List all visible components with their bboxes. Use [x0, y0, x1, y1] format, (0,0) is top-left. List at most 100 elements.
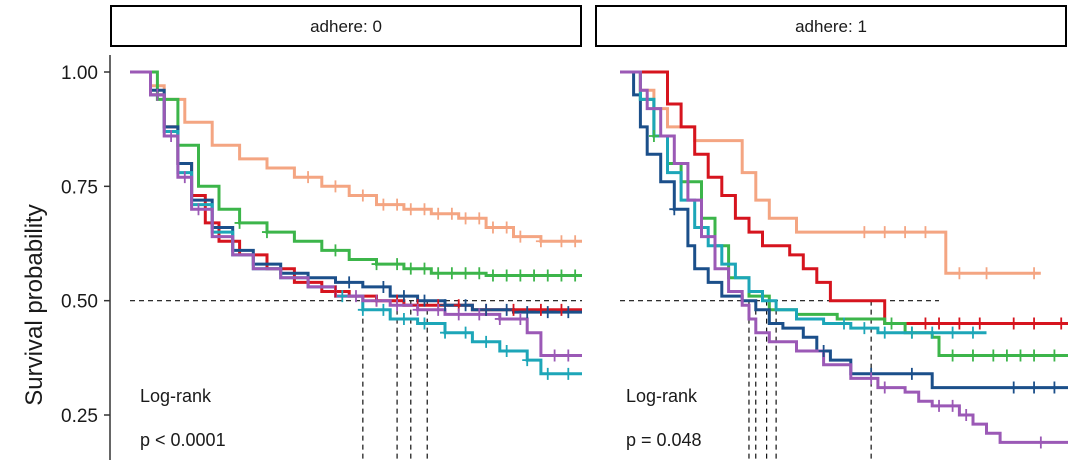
censor-mark: [474, 212, 485, 225]
y-axis: Survival probability 1.00 0.75 0.50 0.25: [21, 55, 111, 460]
censor-mark: [487, 269, 498, 282]
censor-marks: [648, 130, 1067, 449]
censor-mark: [440, 299, 451, 312]
y-tick-label: 1.00: [61, 63, 98, 84]
censor-mark: [460, 299, 471, 312]
censor-mark: [879, 226, 890, 239]
censor-mark: [501, 344, 512, 357]
censor-mark: [494, 312, 505, 325]
logrank-label: Log-rank: [140, 386, 212, 406]
censor-mark: [1008, 381, 1019, 394]
censor-mark: [886, 317, 897, 330]
censor-mark: [988, 349, 999, 362]
censor-mark: [446, 267, 457, 280]
censor-mark: [440, 326, 451, 339]
censor-mark: [351, 290, 361, 303]
survival-curves: [620, 70, 1068, 444]
censor-mark: [303, 171, 314, 184]
censor-mark: [474, 308, 485, 321]
censor-mark: [371, 258, 382, 271]
censor-mark: [419, 262, 430, 275]
strip-label: adhere: 0: [310, 17, 382, 36]
survival-curve: [130, 70, 582, 376]
censor-mark: [1049, 381, 1060, 394]
censor-mark: [460, 267, 471, 280]
censor-mark: [193, 203, 204, 216]
censor-mark: [954, 267, 965, 280]
censor-mark: [556, 303, 567, 316]
censor-mark: [453, 308, 464, 321]
censor-mark: [974, 317, 985, 330]
censor-mark: [927, 326, 938, 339]
censor-mark: [337, 290, 348, 303]
censor-mark: [542, 306, 553, 319]
censor-mark: [398, 290, 409, 303]
censor-mark: [570, 269, 581, 282]
censor-mark: [549, 349, 560, 362]
censor-mark: [392, 258, 403, 271]
censor-mark: [412, 303, 423, 316]
censor-mark: [371, 294, 382, 307]
p-value-label: p = 0.048: [626, 430, 702, 450]
censor-mark: [515, 269, 526, 282]
censor-mark: [330, 244, 341, 257]
survival-curve: [620, 70, 1041, 275]
censor-mark: [433, 303, 444, 316]
censor-mark: [818, 344, 829, 357]
censor-mark: [515, 230, 526, 243]
censor-mark: [934, 317, 945, 330]
censor-mark: [859, 322, 870, 335]
y-tick-label: 0.25: [61, 406, 98, 427]
censor-mark: [563, 349, 574, 362]
censor-mark: [879, 381, 890, 394]
censor-mark: [535, 235, 546, 248]
censor-mark: [967, 349, 978, 362]
p-value-label: p < 0.0001: [140, 430, 226, 450]
censor-mark: [152, 88, 163, 101]
censor-mark: [522, 306, 533, 319]
censor-mark: [947, 399, 958, 412]
censor-mark: [542, 269, 553, 282]
censor-mark: [669, 203, 680, 216]
censor-mark: [961, 409, 972, 421]
strip-box: [110, 5, 582, 47]
censor-mark: [433, 207, 444, 220]
censor-mark: [398, 312, 409, 325]
censor-mark: [515, 312, 526, 325]
censor-mark: [501, 303, 512, 316]
censor-mark: [501, 221, 512, 234]
censor-mark: [529, 269, 540, 282]
censor-mark: [261, 226, 272, 239]
censor-mark: [1001, 349, 1012, 362]
censor-mark: [947, 349, 958, 362]
survival-curve: [620, 70, 1068, 390]
censor-mark: [419, 294, 430, 307]
censor-mark: [460, 326, 471, 339]
censor-mark: [1008, 317, 1019, 330]
censor-mark: [535, 303, 546, 316]
censor-mark: [1049, 349, 1060, 362]
y-tick-label: 0.50: [61, 292, 98, 313]
censor-mark: [166, 130, 177, 143]
panel-adhere-1: adhere: 1 Log-rank p = 0.048: [595, 5, 1068, 460]
censor-mark: [481, 335, 492, 348]
censor-mark: [474, 267, 485, 280]
censor-mark: [839, 317, 849, 330]
censor-mark: [920, 226, 931, 239]
censor-mark: [556, 235, 567, 248]
censor-mark: [556, 269, 567, 282]
censor-mark: [967, 326, 978, 339]
y-ticks: 1.00 0.75 0.50 0.25: [61, 55, 111, 460]
strip-box: [595, 5, 1067, 47]
censor-mark: [234, 216, 245, 229]
censor-mark: [900, 226, 911, 239]
censor-mark: [906, 326, 917, 339]
censor-mark: [378, 280, 389, 293]
censor-mark: [1029, 267, 1040, 280]
censor-mark: [570, 235, 581, 248]
censor-mark: [1029, 381, 1040, 394]
censor-mark: [501, 269, 512, 282]
censor-mark: [879, 326, 890, 339]
panel-adhere-0: adhere: 0 Log-rank p < 0.0001: [110, 5, 582, 460]
